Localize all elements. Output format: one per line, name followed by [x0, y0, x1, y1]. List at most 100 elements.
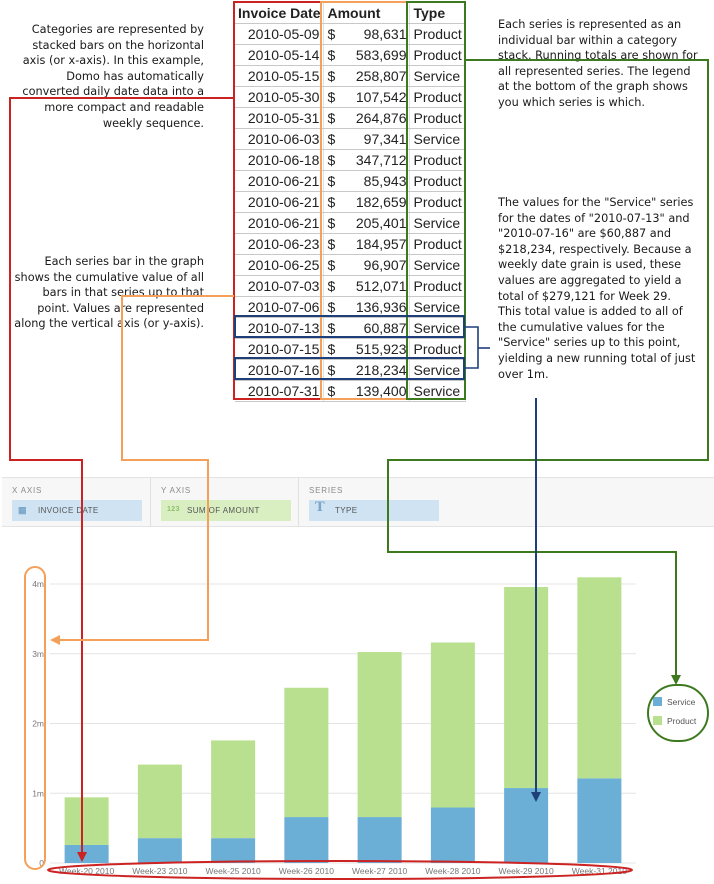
amount-cell: $184,957: [323, 233, 411, 255]
invoice-date-cell: 2010-07-13: [235, 317, 325, 339]
table-row: 2010-07-03 $512,071 Product: [235, 275, 467, 297]
invoice-date-cell: 2010-07-31: [235, 380, 325, 402]
series-well: SERIES T TYPE: [298, 478, 714, 528]
invoice-date-cell: 2010-07-03: [235, 275, 325, 297]
table-row: 2010-07-06 $136,936 Service: [235, 296, 467, 318]
type-cell: Product: [409, 86, 467, 108]
amount-value: 184,957: [355, 235, 407, 252]
invoice-date-cell: 2010-07-15: [235, 338, 325, 360]
table-row: 2010-05-09 $98,631 Product: [235, 23, 467, 45]
invoice-date-cell: 2010-05-09: [235, 23, 325, 45]
table-row: 2010-05-30 $107,542 Product: [235, 86, 467, 108]
currency-symbol: $: [327, 88, 336, 105]
type-cell: Product: [409, 338, 467, 360]
y-axis-note: Each series bar in the graph shows the c…: [14, 255, 204, 331]
currency-symbol: $: [327, 382, 336, 399]
currency-symbol: $: [327, 193, 336, 210]
amount-cell: $85,943: [323, 170, 411, 192]
table-header-row: Invoice Date Amount Type: [235, 3, 467, 24]
currency-symbol: $: [327, 46, 336, 63]
currency-symbol: $: [327, 340, 336, 357]
amount-cell: $107,542: [323, 86, 411, 108]
amount-cell: $97,341: [323, 128, 411, 150]
type-cell: Product: [409, 107, 467, 129]
amount-cell: $60,887: [323, 317, 411, 339]
amount-value: 60,887: [363, 319, 407, 336]
table-row: 2010-06-21 $182,659 Product: [235, 191, 467, 213]
amount-cell: $515,923: [323, 338, 411, 360]
text-type-icon: T: [315, 500, 326, 515]
sum-of-amount-pill[interactable]: 123 SUM OF AMOUNT: [161, 500, 291, 521]
currency-symbol: $: [327, 25, 336, 42]
amount-value: 264,876: [355, 109, 407, 126]
invoice-date-cell: 2010-06-21: [235, 170, 325, 192]
y-axis-well: Y AXIS 123 SUM OF AMOUNT: [150, 478, 298, 528]
amount-value: 182,659: [355, 193, 407, 210]
amount-value: 258,807: [355, 67, 407, 84]
series-well-title: SERIES: [309, 486, 344, 495]
invoice-date-cell: 2010-07-16: [235, 359, 325, 381]
amount-value: 97,341: [363, 130, 407, 147]
currency-symbol: $: [327, 319, 336, 336]
table-row: 2010-07-16 $218,234 Service: [235, 359, 467, 381]
type-cell: Service: [409, 65, 467, 87]
service-note: The values for the "Service" series for …: [498, 196, 696, 381]
invoice-date-cell: 2010-05-30: [235, 86, 325, 108]
amount-value: 515,923: [355, 340, 407, 357]
amount-cell: $258,807: [323, 65, 411, 87]
table-row: 2010-06-21 $85,943 Product: [235, 170, 467, 192]
column-header-type: Type: [409, 3, 467, 24]
amount-cell: $205,401: [323, 212, 411, 234]
type-pill[interactable]: T TYPE: [309, 500, 439, 521]
amount-cell: $96,907: [323, 254, 411, 276]
invoice-date-cell: 2010-05-15: [235, 65, 325, 87]
amount-value: 218,234: [355, 361, 407, 378]
invoice-date-cell: 2010-06-21: [235, 191, 325, 213]
y-axis-well-title: Y AXIS: [161, 486, 192, 495]
currency-symbol: $: [327, 172, 336, 189]
type-cell: Product: [409, 191, 467, 213]
type-cell: Product: [409, 44, 467, 66]
table-row: 2010-05-15 $258,807 Service: [235, 65, 467, 87]
type-cell: Service: [409, 317, 467, 339]
x-axis-note: Categories are represented by stacked ba…: [22, 23, 204, 130]
amount-cell: $583,699: [323, 44, 411, 66]
currency-symbol: $: [327, 361, 336, 378]
column-header-invoice-date: Invoice Date: [235, 3, 325, 24]
table-row: 2010-07-13 $60,887 Service: [235, 317, 467, 339]
amount-cell: $139,400: [323, 380, 411, 402]
x-axis-well-title: X AXIS: [12, 486, 43, 495]
table-row: 2010-06-18 $347,712 Product: [235, 149, 467, 171]
currency-symbol: $: [327, 277, 336, 294]
amount-cell: $182,659: [323, 191, 411, 213]
invoice-date-cell: 2010-05-31: [235, 107, 325, 129]
series-note: Each series is represented as an individ…: [498, 18, 698, 109]
amount-value: 136,936: [355, 298, 407, 315]
invoice-table: Invoice Date Amount Type 2010-05-09 $98,6…: [235, 3, 467, 402]
table-row: 2010-05-14 $583,699 Product: [235, 44, 467, 66]
table-row: 2010-07-31 $139,400 Service: [235, 380, 467, 402]
type-cell: Product: [409, 23, 467, 45]
amount-cell: $218,234: [323, 359, 411, 381]
amount-cell: $264,876: [323, 107, 411, 129]
type-cell: Product: [409, 233, 467, 255]
amount-cell: $136,936: [323, 296, 411, 318]
type-cell: Product: [409, 149, 467, 171]
currency-symbol: $: [327, 256, 336, 273]
amount-value: 85,943: [363, 172, 407, 189]
calendar-icon: ▦: [18, 505, 27, 515]
amount-value: 512,071: [355, 277, 407, 294]
currency-symbol: $: [327, 151, 336, 168]
invoice-date-cell: 2010-05-14: [235, 44, 325, 66]
type-pill-label: TYPE: [335, 506, 358, 515]
column-header-amount: Amount: [323, 3, 411, 24]
currency-symbol: $: [327, 298, 336, 315]
invoice-date-pill[interactable]: ▦ INVOICE DATE: [12, 500, 142, 521]
amount-value: 347,712: [355, 151, 407, 168]
amount-value: 583,699: [355, 46, 407, 63]
chart-area: [2, 527, 714, 884]
x-axis-well: X AXIS ▦ INVOICE DATE: [2, 478, 150, 528]
type-cell: Product: [409, 275, 467, 297]
amount-cell: $98,631: [323, 23, 411, 45]
table-row: 2010-07-15 $515,923 Product: [235, 338, 467, 360]
